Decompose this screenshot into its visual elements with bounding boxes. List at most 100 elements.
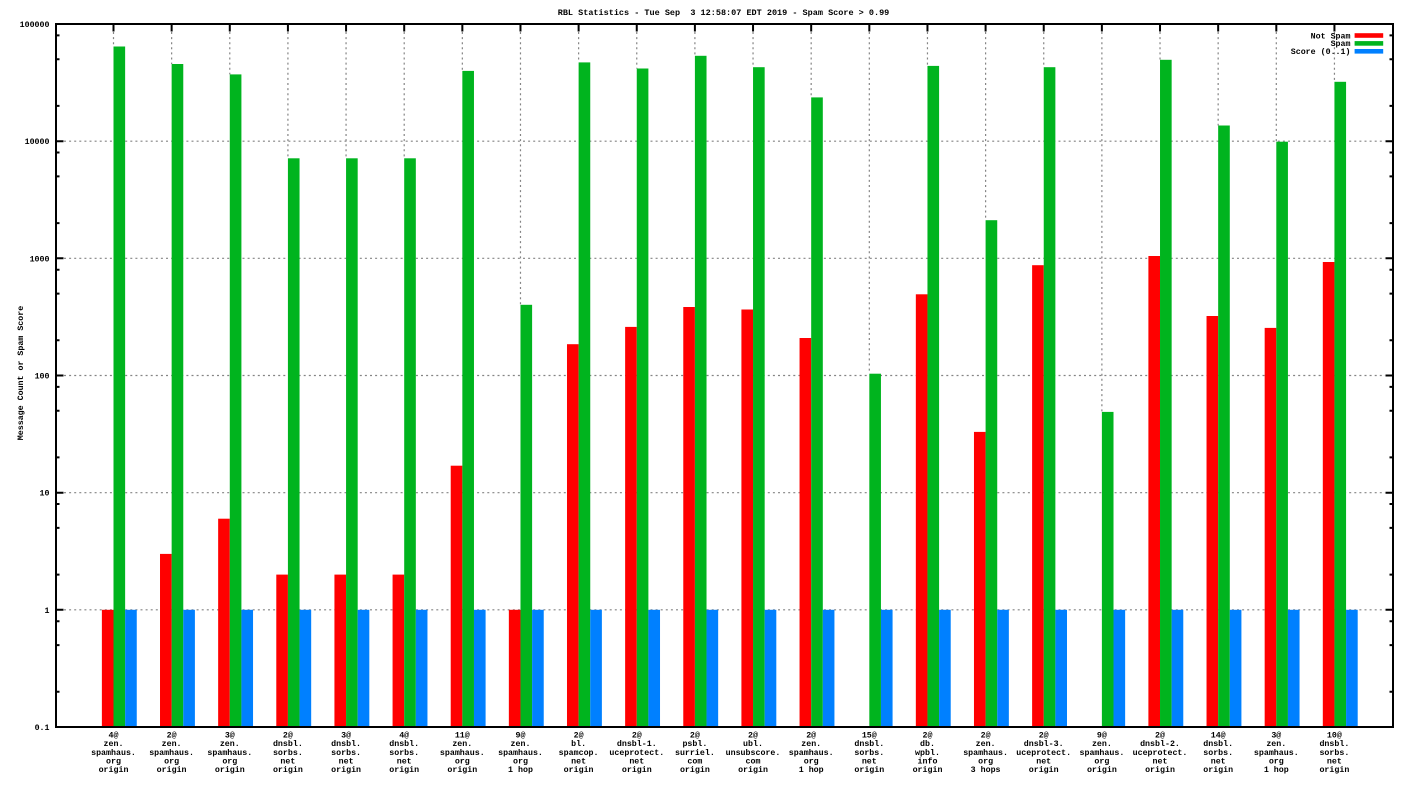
- svg-text:info: info: [918, 756, 938, 766]
- svg-text:origin: origin: [99, 765, 129, 775]
- svg-text:1000: 1000: [30, 255, 50, 264]
- svg-text:3 hops: 3 hops: [971, 765, 1001, 775]
- svg-text:2@: 2@: [1155, 731, 1165, 741]
- svg-text:spamhaus.: spamhaus.: [149, 748, 194, 758]
- svg-text:1 hop: 1 hop: [1264, 765, 1289, 775]
- svg-text:zen.: zen.: [104, 740, 124, 749]
- svg-text:2@: 2@: [690, 731, 700, 741]
- svg-text:RBL Statistics - Tue Sep 3 12: RBL Statistics - Tue Sep 3 12:58:07 EDT …: [558, 8, 890, 18]
- svg-text:psbl.: psbl.: [682, 739, 707, 749]
- svg-text:4@: 4@: [109, 731, 119, 741]
- svg-text:org: org: [978, 757, 993, 766]
- svg-text:Score (0..1): Score (0..1): [1291, 47, 1351, 57]
- svg-text:dnsbl.: dnsbl.: [273, 739, 303, 749]
- svg-text:2@: 2@: [1039, 731, 1049, 741]
- svg-text:spamhaus.: spamhaus.: [1079, 748, 1124, 758]
- svg-text:wpbl.: wpbl.: [915, 748, 940, 758]
- svg-text:origin: origin: [564, 765, 594, 775]
- svg-text:sorbs.: sorbs.: [389, 748, 419, 758]
- svg-text:net: net: [339, 757, 354, 766]
- svg-text:origin: origin: [913, 765, 943, 775]
- svg-text:origin: origin: [622, 765, 652, 775]
- svg-text:origin: origin: [1203, 765, 1233, 775]
- svg-text:org: org: [1269, 757, 1284, 766]
- svg-text:4@: 4@: [399, 731, 409, 741]
- svg-text:db.: db.: [920, 739, 935, 749]
- svg-text:net: net: [629, 757, 644, 766]
- svg-text:org: org: [513, 757, 528, 766]
- svg-text:origin: origin: [1145, 765, 1175, 775]
- svg-text:origin: origin: [738, 765, 768, 775]
- svg-text:spamhaus.: spamhaus.: [498, 748, 543, 758]
- svg-text:spamhaus.: spamhaus.: [1254, 748, 1299, 758]
- svg-text:net: net: [1036, 757, 1051, 766]
- svg-text:origin: origin: [447, 765, 477, 775]
- svg-text:3@: 3@: [341, 731, 351, 741]
- svg-text:origin: origin: [1087, 765, 1117, 775]
- svg-text:2@: 2@: [574, 731, 584, 741]
- svg-text:origin: origin: [215, 765, 245, 775]
- svg-text:dnsbl.: dnsbl.: [331, 739, 361, 749]
- svg-text:zen.: zen.: [1092, 740, 1112, 749]
- svg-text:sorbs.: sorbs.: [331, 748, 361, 758]
- svg-text:org: org: [106, 757, 121, 766]
- svg-text:3@: 3@: [1271, 731, 1281, 741]
- svg-text:origin: origin: [1029, 765, 1059, 775]
- svg-text:zen.: zen.: [801, 740, 821, 749]
- svg-text:Spam: Spam: [1331, 40, 1351, 49]
- svg-text:uceprotect.: uceprotect.: [1016, 749, 1071, 758]
- svg-text:15@: 15@: [862, 731, 877, 741]
- svg-text:sorbs.: sorbs.: [1203, 748, 1233, 758]
- svg-text:10000: 10000: [25, 138, 50, 147]
- svg-text:org: org: [804, 757, 819, 766]
- svg-text:9@: 9@: [1097, 731, 1107, 741]
- svg-text:zen.: zen.: [452, 740, 472, 749]
- svg-text:spamhaus.: spamhaus.: [440, 748, 485, 758]
- svg-text:1 hop: 1 hop: [799, 765, 824, 775]
- svg-text:origin: origin: [1319, 765, 1349, 775]
- svg-text:spamhaus.: spamhaus.: [91, 748, 136, 758]
- svg-text:sorbs.: sorbs.: [854, 748, 884, 758]
- svg-text:14@: 14@: [1211, 731, 1226, 741]
- svg-text:com: com: [687, 757, 702, 766]
- svg-text:2@: 2@: [981, 731, 991, 741]
- svg-text:3@: 3@: [225, 731, 235, 741]
- svg-text:origin: origin: [331, 765, 361, 775]
- svg-text:net: net: [1153, 757, 1168, 766]
- svg-text:net: net: [571, 757, 586, 766]
- svg-text:0.1: 0.1: [35, 724, 50, 733]
- svg-text:origin: origin: [854, 765, 884, 775]
- svg-text:dnsbl.: dnsbl.: [1203, 739, 1233, 749]
- svg-text:10@: 10@: [1327, 731, 1342, 741]
- svg-text:net: net: [397, 757, 412, 766]
- svg-text:sorbs.: sorbs.: [273, 748, 303, 758]
- svg-text:zen.: zen.: [162, 740, 182, 749]
- svg-text:uceprotect.: uceprotect.: [609, 749, 664, 758]
- svg-text:zen.: zen.: [511, 740, 531, 749]
- svg-text:dnsbl.: dnsbl.: [854, 739, 884, 749]
- svg-text:2@: 2@: [283, 731, 293, 741]
- svg-text:dnsbl.: dnsbl.: [389, 739, 419, 749]
- svg-text:unsubscore.: unsubscore.: [726, 748, 781, 758]
- svg-text:bl.: bl.: [571, 739, 586, 749]
- svg-text:9@: 9@: [516, 731, 526, 741]
- svg-text:org: org: [222, 757, 237, 766]
- svg-text:origin: origin: [389, 765, 419, 775]
- svg-text:net: net: [862, 757, 877, 766]
- svg-text:10: 10: [40, 490, 50, 499]
- svg-text:11@: 11@: [455, 731, 470, 741]
- svg-text:dnsbl.: dnsbl.: [1319, 739, 1349, 749]
- svg-text:1: 1: [45, 607, 50, 616]
- svg-text:net: net: [1211, 757, 1226, 766]
- svg-text:spamhaus.: spamhaus.: [963, 748, 1008, 758]
- svg-text:net: net: [280, 757, 295, 766]
- svg-text:origin: origin: [157, 765, 187, 775]
- svg-text:Not Spam: Not Spam: [1311, 32, 1351, 41]
- svg-text:zen.: zen.: [976, 740, 996, 749]
- svg-text:2@: 2@: [632, 731, 642, 741]
- svg-text:surriel.: surriel.: [675, 748, 715, 758]
- svg-text:2@: 2@: [167, 731, 177, 741]
- svg-text:origin: origin: [273, 765, 303, 775]
- svg-text:sorbs.: sorbs.: [1319, 748, 1349, 758]
- svg-text:2@: 2@: [806, 731, 816, 741]
